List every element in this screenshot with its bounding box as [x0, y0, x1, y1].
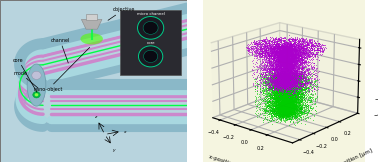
Circle shape	[33, 92, 40, 98]
Circle shape	[32, 71, 41, 79]
FancyBboxPatch shape	[86, 14, 97, 20]
Text: z: z	[93, 115, 96, 119]
FancyBboxPatch shape	[120, 10, 181, 75]
Text: objective: objective	[108, 7, 135, 20]
Circle shape	[143, 21, 158, 34]
Ellipse shape	[81, 33, 103, 45]
Text: core: core	[146, 41, 155, 45]
Circle shape	[144, 50, 158, 63]
X-axis label: x-position [μm]: x-position [μm]	[208, 155, 249, 162]
Text: y: y	[112, 148, 115, 152]
Text: channel: channel	[51, 38, 70, 63]
Text: core: core	[13, 58, 37, 92]
Text: x: x	[124, 130, 126, 134]
Y-axis label: y-position [μm]: y-position [μm]	[333, 148, 373, 162]
Ellipse shape	[27, 64, 46, 106]
Polygon shape	[81, 19, 102, 29]
Circle shape	[35, 93, 38, 96]
Text: mode: mode	[13, 70, 38, 88]
Text: micro channel: micro channel	[137, 12, 164, 16]
Circle shape	[138, 17, 164, 39]
Circle shape	[138, 46, 163, 67]
Text: nano-object: nano-object	[34, 47, 90, 92]
